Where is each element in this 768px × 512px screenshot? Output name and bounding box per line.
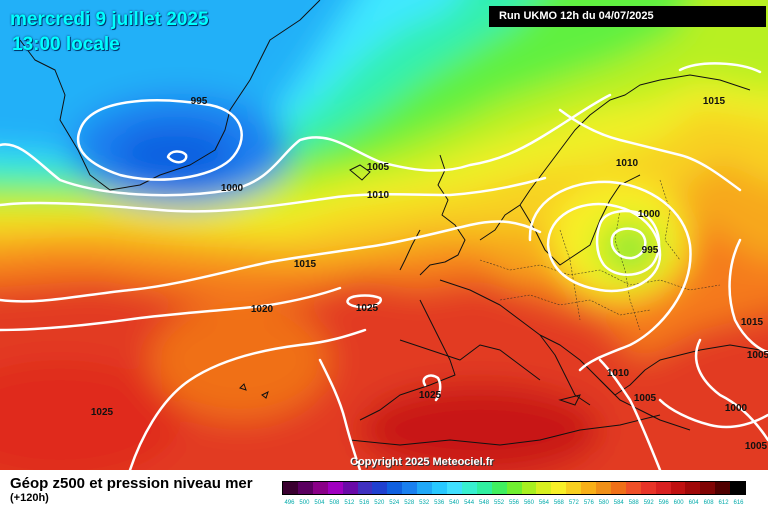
scale-label: 500 — [299, 500, 310, 506]
run-info: Run UKMO 12h du 04/07/2025 — [489, 6, 766, 27]
isobar-label: 1000 — [725, 403, 748, 414]
scale-swatch — [566, 482, 582, 494]
scale-swatch — [536, 482, 552, 494]
scale-label: 600 — [673, 500, 684, 506]
scale-label: 532 — [419, 500, 430, 506]
scale-swatch — [297, 482, 313, 494]
scale-label: 524 — [389, 500, 400, 506]
scale-label: 516 — [359, 500, 370, 506]
scale-label: 540 — [449, 500, 460, 506]
scale-swatch — [402, 482, 418, 494]
legend-title: Géop z500 et pression niveau mer — [10, 475, 253, 492]
scale-swatch — [476, 482, 492, 494]
isobar-label: 1005 — [367, 162, 390, 173]
scale-label: 556 — [508, 500, 520, 506]
scale-label: 548 — [479, 500, 490, 506]
isobar-label: 1000 — [221, 183, 244, 194]
borders — [479, 179, 721, 331]
scale-label: 560 — [523, 500, 534, 506]
scale-swatch — [730, 482, 746, 494]
scale-swatch — [312, 482, 328, 494]
scale-label: 604 — [688, 500, 699, 506]
scale-swatch — [461, 482, 477, 494]
scale-swatch — [521, 482, 537, 494]
scale-label: 536 — [434, 500, 445, 506]
scale-swatch — [625, 482, 641, 494]
scale-label: 512 — [344, 500, 355, 506]
legend-footer: Géop z500 et pression niveau mer (+120h)… — [0, 470, 768, 512]
scale-swatch — [387, 482, 403, 494]
scale-swatch — [581, 482, 597, 494]
isobar-label: 995 — [191, 96, 208, 107]
scale-label: 612 — [718, 500, 729, 506]
scale-label: 568 — [553, 500, 564, 506]
isobar-label: 1010 — [367, 190, 390, 201]
scale-label: 552 — [494, 500, 505, 506]
isobar-label: 995 — [642, 245, 659, 256]
forecast-time: 13:00 locale — [12, 34, 120, 55]
scale-swatch — [446, 482, 462, 494]
scale-label: 608 — [703, 500, 714, 506]
isobar-label: 1005 — [747, 350, 768, 361]
coastlines — [19, 0, 761, 446]
isobar-label: 1015 — [294, 259, 317, 270]
legend-subtitle: (+120h) — [10, 492, 49, 504]
scale-label: 616 — [733, 500, 744, 506]
scale-label: 508 — [329, 500, 340, 506]
scale-swatch — [685, 482, 701, 494]
isobar-label: 1025 — [419, 390, 442, 401]
isobar-label: 1000 — [638, 209, 661, 220]
scale-label: 496 — [284, 500, 295, 506]
scale-swatch — [610, 482, 626, 494]
scale-label: 584 — [613, 500, 624, 506]
scale-label: 520 — [374, 500, 385, 506]
geopotential-field — [0, 0, 768, 470]
scale-label: 544 — [464, 500, 475, 506]
isobar-label: 1025 — [356, 303, 379, 314]
scale-swatch — [655, 482, 671, 494]
isobar-labels: 995 1000 1005 1010 1015 1020 1025 1025 1… — [91, 96, 768, 452]
isobars — [0, 62, 768, 470]
weather-map: 995 1000 1005 1010 1015 1020 1025 1025 1… — [0, 0, 768, 470]
scale-label: 576 — [583, 500, 594, 506]
scale-swatch — [327, 482, 343, 494]
scale-label: 504 — [314, 500, 325, 506]
scale-swatch — [357, 482, 373, 494]
islands — [239, 164, 581, 406]
isobar-label: 1010 — [607, 368, 630, 379]
isobar-label: 1020 — [251, 304, 274, 315]
copyright: Copyright 2025 Meteociel.fr — [350, 456, 494, 468]
scale-label: 564 — [538, 500, 549, 506]
scale-swatch — [372, 482, 388, 494]
isobar-label: 1005 — [634, 393, 657, 404]
map-svg: 995 1000 1005 1010 1015 1020 1025 1025 1… — [0, 0, 768, 470]
isobar-label: 1025 — [91, 407, 114, 418]
scale-swatch — [551, 482, 567, 494]
isobar-label: 1015 — [703, 96, 726, 107]
scale-swatch — [283, 482, 298, 494]
isobar-label: 1015 — [741, 317, 764, 328]
scale-label: 592 — [643, 500, 654, 506]
scale-label: 572 — [568, 500, 579, 506]
scale-swatch — [715, 482, 731, 494]
scale-label: 580 — [598, 500, 609, 506]
scale-label: 588 — [628, 500, 639, 506]
isobar-label: 1005 — [745, 441, 768, 452]
forecast-date: mercredi 9 juillet 2025 — [10, 9, 209, 30]
scale-swatch — [491, 482, 507, 494]
isobar-label: 1010 — [616, 158, 639, 169]
scale-swatch — [432, 482, 447, 494]
scale-swatch — [640, 482, 656, 494]
scale-label: 596 — [658, 500, 669, 506]
scale-swatch — [670, 482, 686, 494]
scale-swatch — [417, 482, 433, 494]
color-scale-labels: 496 500 504 508 512 516 520 524 528 532 536 540 544 5… — [282, 500, 758, 510]
scale-swatch — [342, 482, 358, 494]
scale-swatch — [596, 482, 611, 494]
scale-label: 528 — [404, 500, 415, 506]
color-scale — [282, 481, 746, 495]
scale-swatch — [506, 482, 522, 494]
scale-swatch — [700, 482, 716, 494]
